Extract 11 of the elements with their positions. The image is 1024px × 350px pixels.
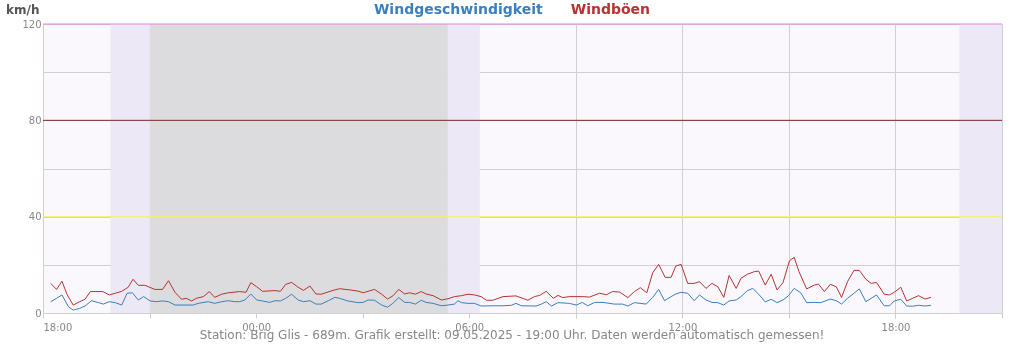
x-tick-label: 18:00 <box>881 321 911 333</box>
y-tick-label: 0 <box>35 307 42 319</box>
y-axis-title: km/h <box>6 2 40 17</box>
text: Windgeschwindigkeit <box>373 1 543 17</box>
y-tick-label: 120 <box>22 18 42 30</box>
text: Windböen <box>570 1 651 17</box>
x-tick-label: 18:00 <box>43 321 73 333</box>
line-series <box>50 287 932 311</box>
line-series <box>50 256 932 306</box>
y-tick-label: 40 <box>28 211 42 223</box>
y-tick-label: 80 <box>28 114 42 126</box>
